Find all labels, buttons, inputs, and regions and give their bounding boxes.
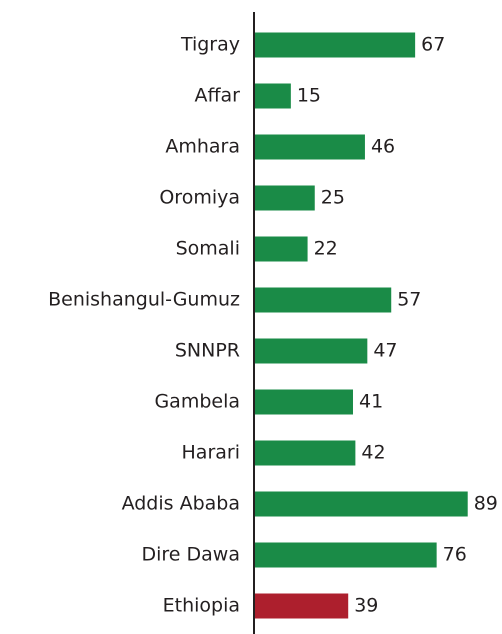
bar bbox=[255, 491, 468, 517]
value-label: 76 bbox=[443, 544, 467, 566]
bar bbox=[255, 440, 356, 466]
value-label: 89 bbox=[474, 493, 498, 515]
category-label: Tigray bbox=[180, 34, 240, 56]
value-label: 39 bbox=[354, 595, 378, 617]
bar bbox=[255, 236, 308, 262]
value-label: 67 bbox=[421, 34, 445, 56]
value-label: 15 bbox=[297, 85, 321, 107]
category-label: Affar bbox=[194, 85, 240, 107]
bar bbox=[255, 338, 368, 364]
category-label: Addis Ababa bbox=[122, 493, 240, 515]
bar bbox=[255, 542, 437, 568]
bar bbox=[255, 185, 315, 211]
value-label: 42 bbox=[361, 442, 385, 464]
value-label: 57 bbox=[397, 289, 421, 311]
category-label: Ethiopia bbox=[163, 595, 240, 617]
bar bbox=[255, 32, 416, 58]
bar bbox=[255, 593, 349, 619]
value-label: 41 bbox=[359, 391, 383, 413]
category-label: SNNPR bbox=[175, 340, 240, 362]
category-label: Oromiya bbox=[159, 187, 240, 209]
category-label: Somali bbox=[176, 238, 240, 260]
value-label: 25 bbox=[321, 187, 345, 209]
category-label: Benishangul-Gumuz bbox=[48, 289, 240, 311]
value-label: 46 bbox=[371, 136, 395, 158]
category-label: Harari bbox=[182, 442, 240, 464]
bar bbox=[255, 389, 353, 415]
value-label: 22 bbox=[314, 238, 338, 260]
category-label: Gambela bbox=[154, 391, 240, 413]
bar bbox=[255, 287, 392, 313]
category-label: Dire Dawa bbox=[142, 544, 241, 566]
value-label: 47 bbox=[373, 340, 397, 362]
category-label: Amhara bbox=[165, 136, 240, 158]
bar bbox=[255, 134, 365, 160]
bar bbox=[255, 83, 291, 109]
